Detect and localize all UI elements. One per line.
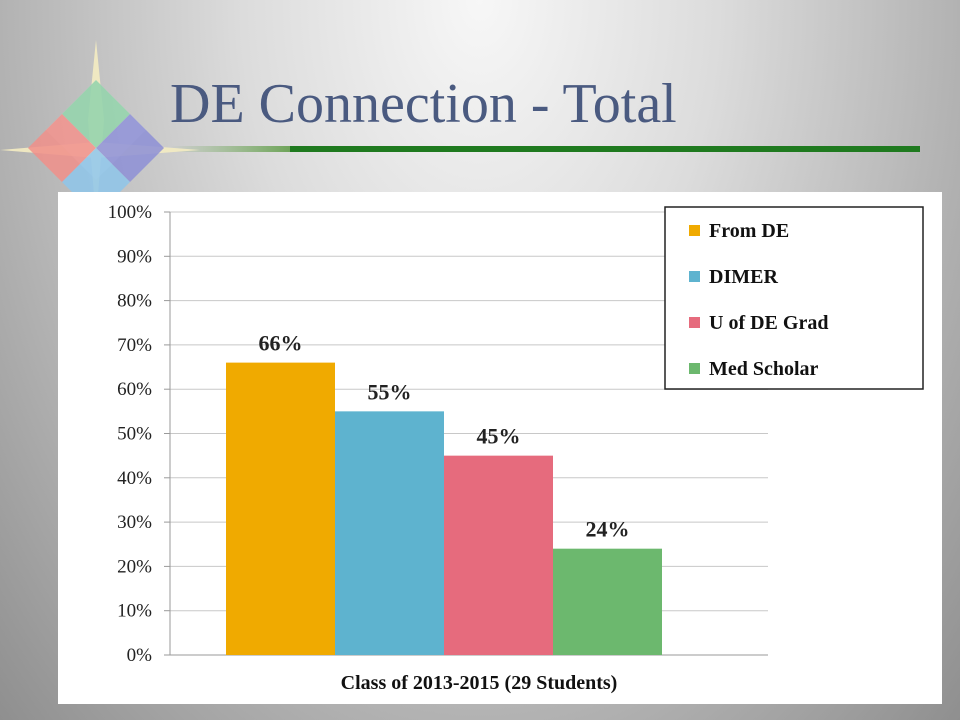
legend-box bbox=[664, 206, 924, 390]
y-tick-label: 60% bbox=[117, 379, 152, 400]
bar bbox=[444, 455, 553, 655]
title-underline-fade bbox=[170, 146, 290, 152]
y-axis-ticks: 0% 10% 20% 30% 40% 50% 60% 70% 80% 90% 100% bbox=[108, 202, 170, 666]
bars bbox=[226, 362, 662, 655]
y-tick-label: 10% bbox=[117, 601, 152, 622]
y-tick-label: 100% bbox=[108, 202, 153, 223]
legend-label: Med Scholar bbox=[709, 358, 819, 380]
legend-swatch bbox=[689, 225, 700, 236]
legend-swatch bbox=[689, 271, 700, 282]
legend-swatch bbox=[689, 317, 700, 328]
legend-swatch bbox=[689, 363, 700, 374]
y-tick-label: 80% bbox=[117, 291, 152, 312]
legend-label: From DE bbox=[709, 220, 789, 242]
data-label: 45% bbox=[477, 424, 521, 449]
bar bbox=[335, 411, 444, 655]
y-tick-label: 0% bbox=[127, 645, 153, 666]
y-tick-label: 20% bbox=[117, 556, 152, 577]
data-label: 66% bbox=[259, 331, 303, 356]
legend: From DE DIMER U of DE Grad Med Scholar bbox=[664, 206, 924, 390]
data-label: 24% bbox=[586, 517, 630, 542]
y-tick-label: 40% bbox=[117, 468, 152, 489]
legend-label: DIMER bbox=[709, 266, 778, 288]
legend-label: U of DE Grad bbox=[709, 312, 828, 334]
bar bbox=[226, 362, 335, 655]
slide-title: DE Connection - Total bbox=[170, 73, 677, 135]
data-label: 55% bbox=[368, 379, 412, 404]
x-axis-title: Class of 2013-2015 (29 Students) bbox=[341, 672, 618, 694]
y-tick-label: 70% bbox=[117, 335, 152, 356]
bar-chart: 0% 10% 20% 30% 40% 50% 60% 70% 80% 90% 100% 66% 55%… bbox=[108, 202, 924, 694]
y-tick-label: 30% bbox=[117, 512, 152, 533]
y-tick-label: 90% bbox=[117, 246, 152, 267]
title-underline bbox=[290, 146, 920, 152]
bar bbox=[553, 548, 662, 655]
y-tick-label: 50% bbox=[117, 424, 152, 445]
data-labels: 66% 55% 45% 24% bbox=[259, 331, 630, 542]
